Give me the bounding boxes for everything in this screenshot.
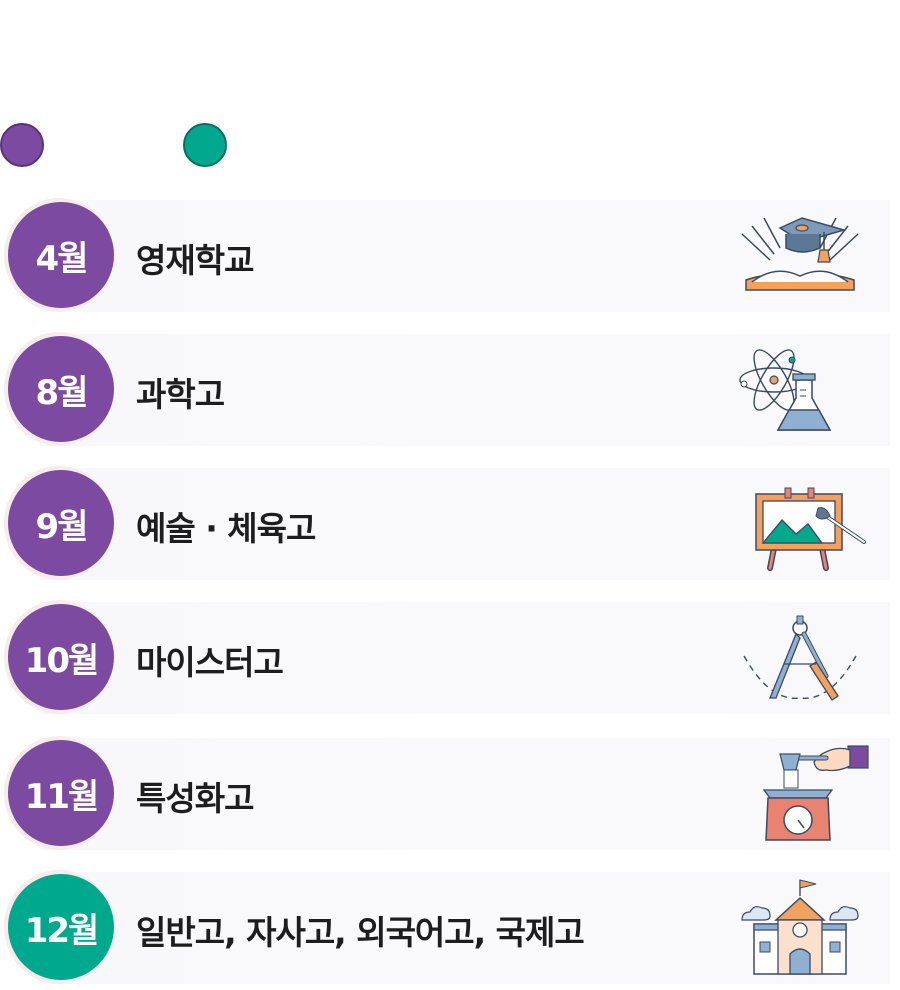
schedule-row-september: 9월 예술 · 체육고 bbox=[0, 466, 890, 586]
school-type-label: 예술 · 체육고 bbox=[136, 509, 316, 548]
schedule-row-october: 10월 마이스터고 bbox=[0, 600, 890, 720]
school-type-label: 특성화고 bbox=[136, 779, 254, 818]
month-badge: 4월 bbox=[8, 202, 114, 308]
legend-dot-teal bbox=[183, 123, 227, 167]
scale-measure-icon bbox=[762, 745, 869, 841]
school-building-icon bbox=[741, 879, 859, 975]
school-type-label: 과학고 bbox=[136, 375, 225, 414]
schedule-row-november: 11월 특성화고 bbox=[0, 736, 890, 856]
schedule-row-april: 4월 영재학교 bbox=[0, 198, 890, 318]
compass-tool-icon bbox=[743, 615, 857, 701]
graduation-book-icon bbox=[741, 217, 859, 291]
school-type-label: 마이스터고 bbox=[136, 643, 284, 682]
month-badge: 11월 bbox=[8, 740, 114, 846]
schedule-row-december: 12월 일반고, 자사고, 외국어고, 국제고 bbox=[0, 870, 890, 990]
month-badge: 10월 bbox=[8, 604, 114, 710]
month-badge: 9월 bbox=[8, 470, 114, 576]
month-badge: 8월 bbox=[8, 336, 114, 442]
month-badge: 12월 bbox=[8, 874, 114, 980]
atom-flask-icon bbox=[739, 349, 832, 431]
schedule-row-august: 8월 과학고 bbox=[0, 332, 890, 452]
easel-brush-icon bbox=[755, 487, 866, 571]
school-type-label: 영재학교 bbox=[136, 241, 254, 280]
legend-dot-purple bbox=[0, 123, 44, 167]
school-type-label: 일반고, 자사고, 외국어고, 국제고 bbox=[136, 913, 585, 952]
